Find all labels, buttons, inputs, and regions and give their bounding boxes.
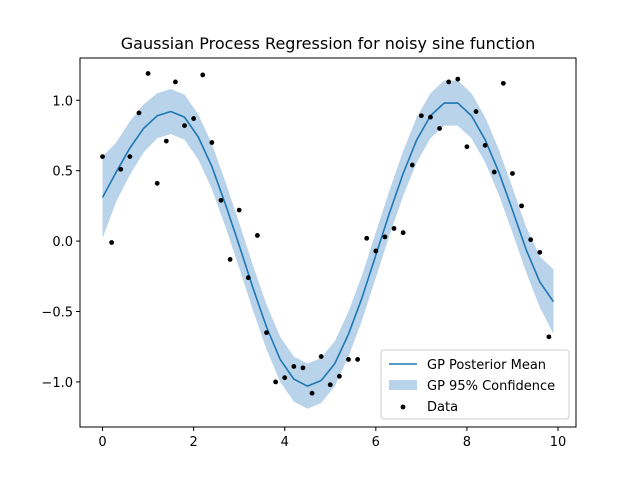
data-point — [127, 154, 133, 159]
data-point — [464, 144, 470, 150]
x-tick-label: 10 — [550, 435, 567, 450]
x-tick-label: 2 — [189, 435, 197, 450]
data-point — [245, 275, 251, 281]
plot-frame — [79, 57, 577, 428]
data-point — [473, 109, 479, 114]
data-point — [482, 142, 488, 148]
data-point — [336, 373, 342, 379]
data-point — [154, 180, 160, 186]
chart-title: Gaussian Process Regression for noisy si… — [121, 34, 535, 53]
data-point — [109, 240, 115, 245]
data-point — [409, 162, 415, 168]
data-point — [273, 379, 279, 385]
x-tick-label: 8 — [463, 435, 471, 450]
data-point — [455, 76, 461, 82]
x-tick-label: 4 — [281, 435, 289, 450]
y-tick-label: 0.5 — [52, 165, 73, 180]
x-tick-label: 0 — [98, 435, 106, 450]
data-point — [537, 249, 543, 255]
y-tick-label: −0.5 — [41, 306, 73, 321]
data-point — [163, 138, 169, 144]
data-point — [437, 126, 442, 131]
confidence-band — [102, 80, 554, 409]
legend-data-swatch — [400, 404, 406, 410]
data-point — [200, 72, 206, 78]
data-point — [182, 123, 187, 128]
y-tick-label: 1.0 — [52, 94, 73, 109]
data-point — [355, 357, 361, 362]
legend-label-data: Data — [427, 400, 458, 415]
data-point — [382, 234, 388, 240]
data-point — [255, 233, 260, 238]
data-point — [318, 354, 324, 359]
data-point — [400, 230, 406, 236]
data-point — [309, 390, 315, 396]
data-point — [264, 330, 269, 336]
data-point — [218, 197, 224, 203]
data-point — [291, 364, 297, 369]
data-point — [346, 357, 351, 362]
data-point — [145, 71, 151, 76]
data-point — [510, 171, 515, 176]
data-point — [528, 237, 534, 243]
legend-box — [380, 349, 570, 420]
data-point — [446, 79, 452, 85]
data-point — [282, 375, 288, 381]
data-point — [491, 169, 497, 175]
data-point — [519, 203, 524, 209]
data-point — [300, 365, 306, 371]
data-point — [327, 382, 333, 388]
data-point — [500, 80, 506, 86]
y-tick-label: −1.0 — [41, 376, 73, 391]
data-point — [191, 116, 197, 121]
legend-band-swatch — [389, 380, 417, 390]
data-point — [100, 154, 105, 159]
x-tick-label: 6 — [372, 435, 380, 450]
legend-label-mean: GP Posterior Mean — [427, 358, 546, 373]
data-point — [546, 334, 552, 340]
data-point — [364, 235, 370, 241]
legend: GP Posterior Mean GP 95% Confidence Data — [380, 349, 570, 420]
legend-label-band: GP 95% Confidence — [427, 379, 555, 394]
data-point — [209, 140, 215, 145]
data-point — [236, 207, 242, 213]
data-point — [173, 79, 178, 85]
data-point — [118, 166, 124, 172]
data-point — [136, 110, 142, 116]
data-point — [418, 113, 424, 119]
y-tick-label: 0.0 — [52, 235, 73, 250]
posterior-mean-line — [101, 102, 555, 387]
data-point — [373, 248, 379, 254]
data-point — [428, 114, 433, 120]
data-point — [391, 226, 397, 231]
data-point — [227, 257, 233, 262]
